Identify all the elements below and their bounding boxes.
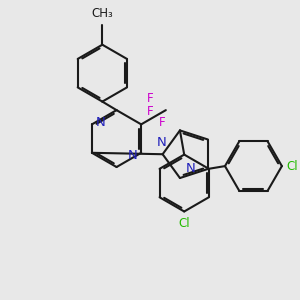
Text: Cl: Cl [286, 160, 298, 172]
Text: F: F [147, 92, 154, 105]
Text: N: N [186, 162, 195, 175]
Text: F: F [147, 105, 154, 118]
Text: N: N [128, 148, 138, 162]
Text: N: N [95, 116, 105, 129]
Text: Cl: Cl [178, 217, 190, 230]
Text: F: F [159, 116, 166, 129]
Text: N: N [156, 136, 166, 148]
Text: CH₃: CH₃ [92, 7, 113, 20]
